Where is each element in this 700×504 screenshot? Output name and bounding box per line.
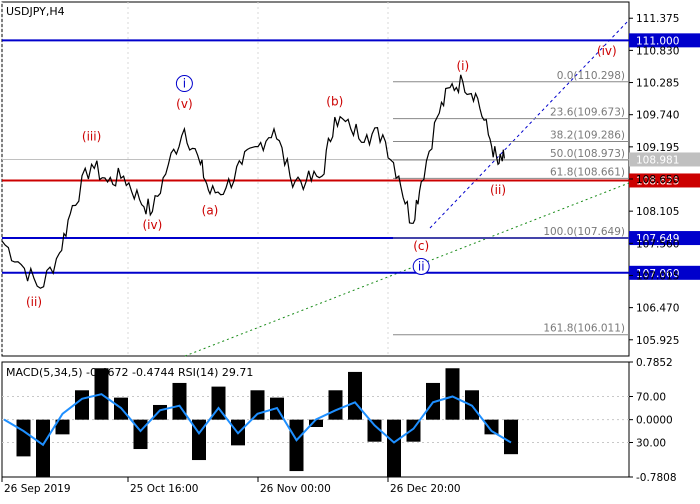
level-price-tag [629,231,700,246]
wave-label: (iv) [597,44,617,58]
price-tick-label: 106.470 [636,303,679,315]
time-tick-label: 26 Sep 2019 [4,483,71,495]
fib-level-label: 161.8(106.011) [543,323,625,335]
indicator-tick-label: 0.7852 [636,357,673,369]
fib-level-label: 50.0(108.973) [550,148,625,160]
price-tick-label: 107.015 [636,270,679,282]
wave-label: ii [418,259,425,273]
price-tick-label: 108.105 [636,206,679,218]
time-tick-label: 25 Oct 16:00 [130,483,198,495]
macd-bar [153,404,167,420]
wave-label: (ii) [26,295,42,309]
indicator-tick-label: 0.0000 [636,415,673,427]
level-price-label: 108.625 [636,175,679,187]
level-price-label: 107.060 [636,268,679,280]
level-price-label: 111.000 [636,35,679,47]
price-tick-label: 108.650 [636,174,679,186]
price-tick-label: 109.195 [636,142,679,154]
current-price-label: 108.981 [636,154,679,166]
macd-bar [289,419,304,472]
macd-bar [484,419,499,435]
wave-label: (b) [326,94,343,108]
wave-label: (iv) [142,218,162,232]
level-price-tag [629,265,700,280]
macd-bar [55,419,70,435]
wave-label: (v) [176,97,192,111]
macd-bar [36,419,50,477]
elliott-wave-labels: (ii)(iii)(iv)(v)(a)(b)(c)(i)(ii)(iv)iii [26,44,617,309]
time-tick-label: 26 Dec 20:00 [390,483,461,495]
fib-level-label: 38.2(109.286) [550,129,625,141]
indicator-tick-label: 30.00 [636,438,666,450]
price-tick-label: 105.925 [636,335,679,347]
indicator-tick-label: -0.7808 [636,472,677,484]
rsi-line [3,393,512,447]
price-grid [1,2,389,356]
wave-label: (ii) [490,183,506,197]
level-price-tag [629,33,700,48]
price-tick-label: 109.740 [636,110,679,122]
macd-bar [250,390,265,420]
macd-bar [75,390,89,420]
indicator-axis: 0.7852 70.00 0.0000 30.00 -0.7808 [629,357,677,484]
macd-bar [348,371,362,420]
price-axis: 111.375 110.830 110.285 109.740 109.195 108.6… [629,13,679,347]
macd-bar [16,419,31,457]
current-price-tag [629,152,700,167]
fib-level-label: 0.0(110.298) [557,70,625,82]
fib-level-label: 100.0(107.649) [543,226,625,238]
chart-title: USDJPY,H4 [6,5,65,18]
price-series [1,74,505,289]
indicator-tick-label: 70.00 [636,392,666,404]
wave-label: (i) [456,59,469,73]
wave-label-circle [412,257,430,275]
price-tick-label: 110.830 [636,45,679,57]
fib-level-label: 61.8(108.661) [550,166,625,178]
wave-label: (c) [413,239,429,253]
macd-bar [367,419,382,442]
time-tick-label: 26 Nov 00:00 [260,483,331,495]
price-tick-label: 107.560 [636,238,679,250]
price-tick-label: 110.285 [636,78,679,90]
level-price-tag [629,173,700,188]
wave-label-circle [175,75,193,93]
price-line [1,74,505,289]
macd-bar [328,390,343,420]
macd-bar [445,368,460,420]
wave-label: (a) [202,203,219,217]
price-tick-label: 111.375 [636,13,679,25]
fib-level-label: 23.6(109.673) [550,107,625,119]
indicator-title: MACD(5,34,5) -0.4672 -0.4744 RSI(14) 29.… [6,366,253,379]
macd-bar [309,419,323,428]
time-axis: 26 Sep 2019 25 Oct 16:00 26 Nov 00:00 26 De… [1,477,461,495]
macd-rsi-series [3,368,518,477]
wave-label: (iii) [82,130,101,144]
macd-bar [504,419,518,455]
fibonacci-levels: 0.0(110.298) 23.6(109.673) 38.2(109.286) 50… [393,70,629,336]
level-price-label: 107.649 [636,233,679,245]
wave-label: i [183,77,186,91]
macd-bar [387,419,401,477]
